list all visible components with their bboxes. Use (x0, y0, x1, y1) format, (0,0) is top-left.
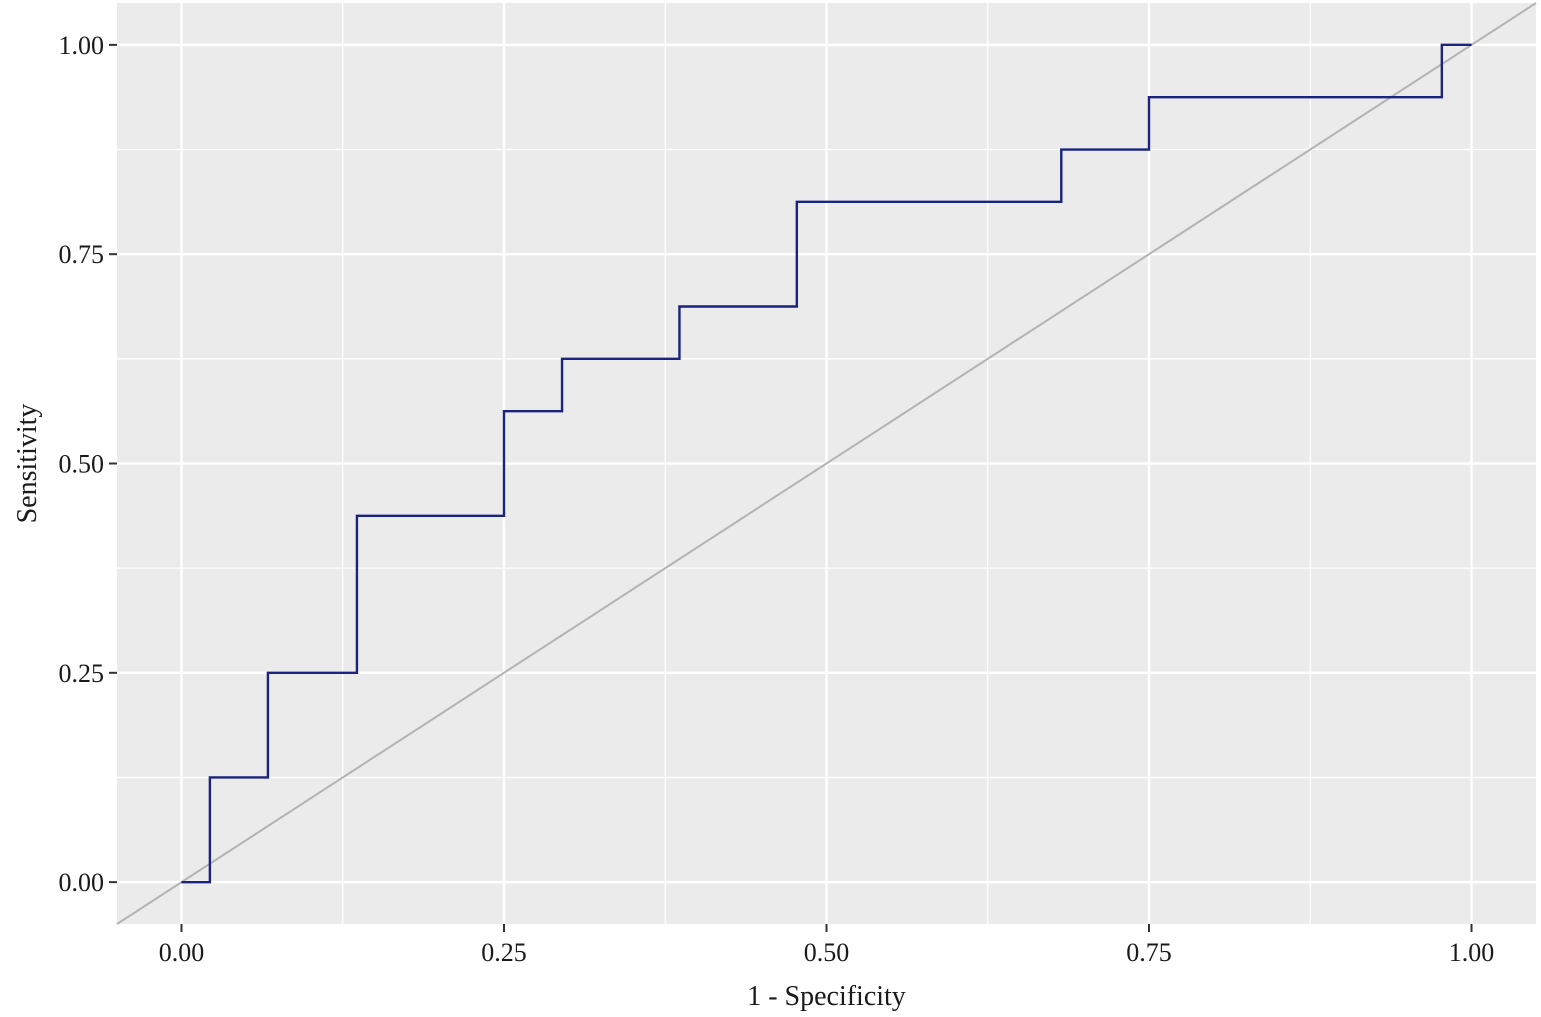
x-axis-title: 1 - Specificity (747, 981, 906, 1012)
y-tick-label: 0.00 (59, 868, 105, 897)
y-tick-label: 0.75 (59, 240, 105, 269)
y-axis-title: Sensitivity (12, 404, 43, 524)
diagonal-reference-line (116, 2, 1537, 925)
y-tick-label: 0.25 (59, 659, 105, 688)
y-tick-label: 1.00 (59, 31, 105, 60)
roc-curve-line (181, 43, 1472, 884)
x-tick-label: 0.50 (804, 938, 850, 967)
x-tick-label: 0.00 (159, 938, 205, 967)
x-tick-label: 0.75 (1126, 938, 1172, 967)
x-tick-label: 1.00 (1449, 938, 1495, 967)
y-tick-label: 0.50 (59, 450, 105, 479)
x-tick-label: 0.25 (481, 938, 527, 967)
y-axis: 0.00 0.25 0.50 0.75 1.00 (59, 31, 117, 897)
series-layer (181, 43, 1472, 884)
x-axis: 0.00 0.25 0.50 0.75 1.00 (159, 924, 1495, 967)
